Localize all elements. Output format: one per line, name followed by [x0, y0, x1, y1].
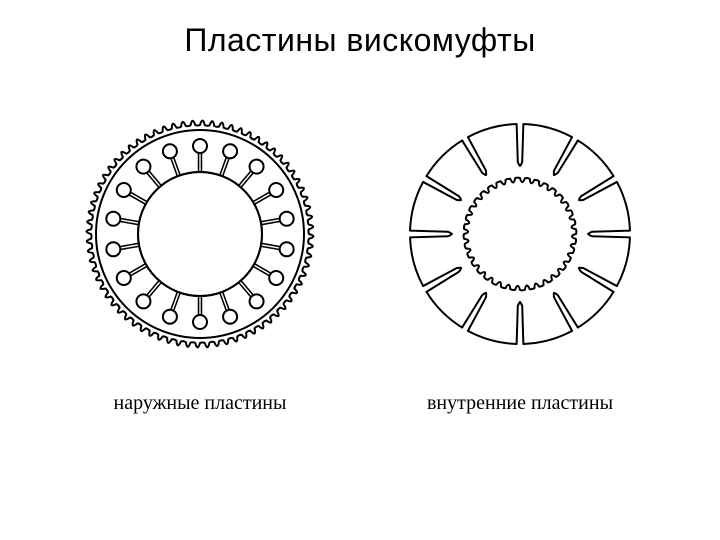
figure-row: наружные пластины внутренние пластины	[0, 94, 720, 415]
outer-plate-diagram	[60, 94, 340, 374]
inner-plate-figure: внутренние пластины	[380, 94, 660, 415]
outer-plate-figure: наружные пластины	[60, 94, 340, 415]
inner-plate-caption: внутренние пластины	[427, 392, 613, 415]
inner-plate-diagram	[380, 94, 660, 374]
outer-plate-caption: наружные пластины	[114, 392, 287, 415]
page-title: Пластины вискомуфты	[0, 0, 720, 59]
